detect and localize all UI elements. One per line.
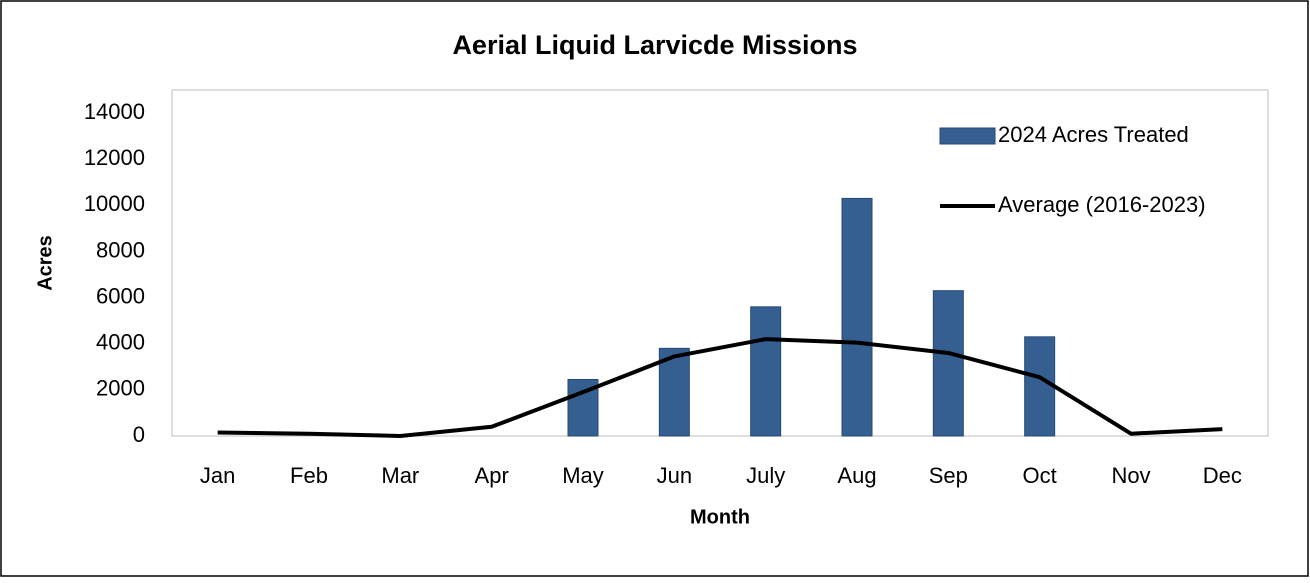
y-tick-label: 12000 [84,145,145,170]
x-tick-label: Oct [1023,463,1057,488]
y-tick-label: 8000 [96,237,145,262]
x-axis-title: Month [690,506,750,528]
bar [932,290,964,437]
x-tick-label: Feb [290,463,328,488]
legend-label: 2024 Acres Treated [998,122,1189,147]
y-tick-label: 10000 [84,191,145,216]
x-tick-label: Apr [475,463,509,488]
x-tick-label: Mar [381,463,419,488]
y-tick-label: 14000 [84,99,145,124]
y-tick-label: 6000 [96,283,145,308]
x-tick-label: Jan [200,463,235,488]
bar [658,347,690,437]
bar [750,306,782,437]
legend-label: Average (2016-2023) [998,192,1206,217]
x-tick-label: Dec [1203,463,1242,488]
x-tick-label: Aug [837,463,876,488]
legend-swatch [939,127,996,145]
bar [841,197,873,437]
y-tick-label: 0 [133,422,145,447]
x-tick-label: May [562,463,604,488]
x-tick-label: Sep [929,463,968,488]
bar [1024,336,1056,437]
chart-title: Aerial Liquid Larvicde Missions [452,30,857,60]
x-tick-label: Nov [1111,463,1150,488]
x-tick-label: July [746,463,785,488]
y-axis-title: Acres [34,235,56,291]
y-tick-label: 2000 [96,376,145,401]
x-tick-label: Jun [657,463,692,488]
y-tick-label: 4000 [96,330,145,355]
plot-border [171,89,1269,437]
line [217,337,1223,438]
